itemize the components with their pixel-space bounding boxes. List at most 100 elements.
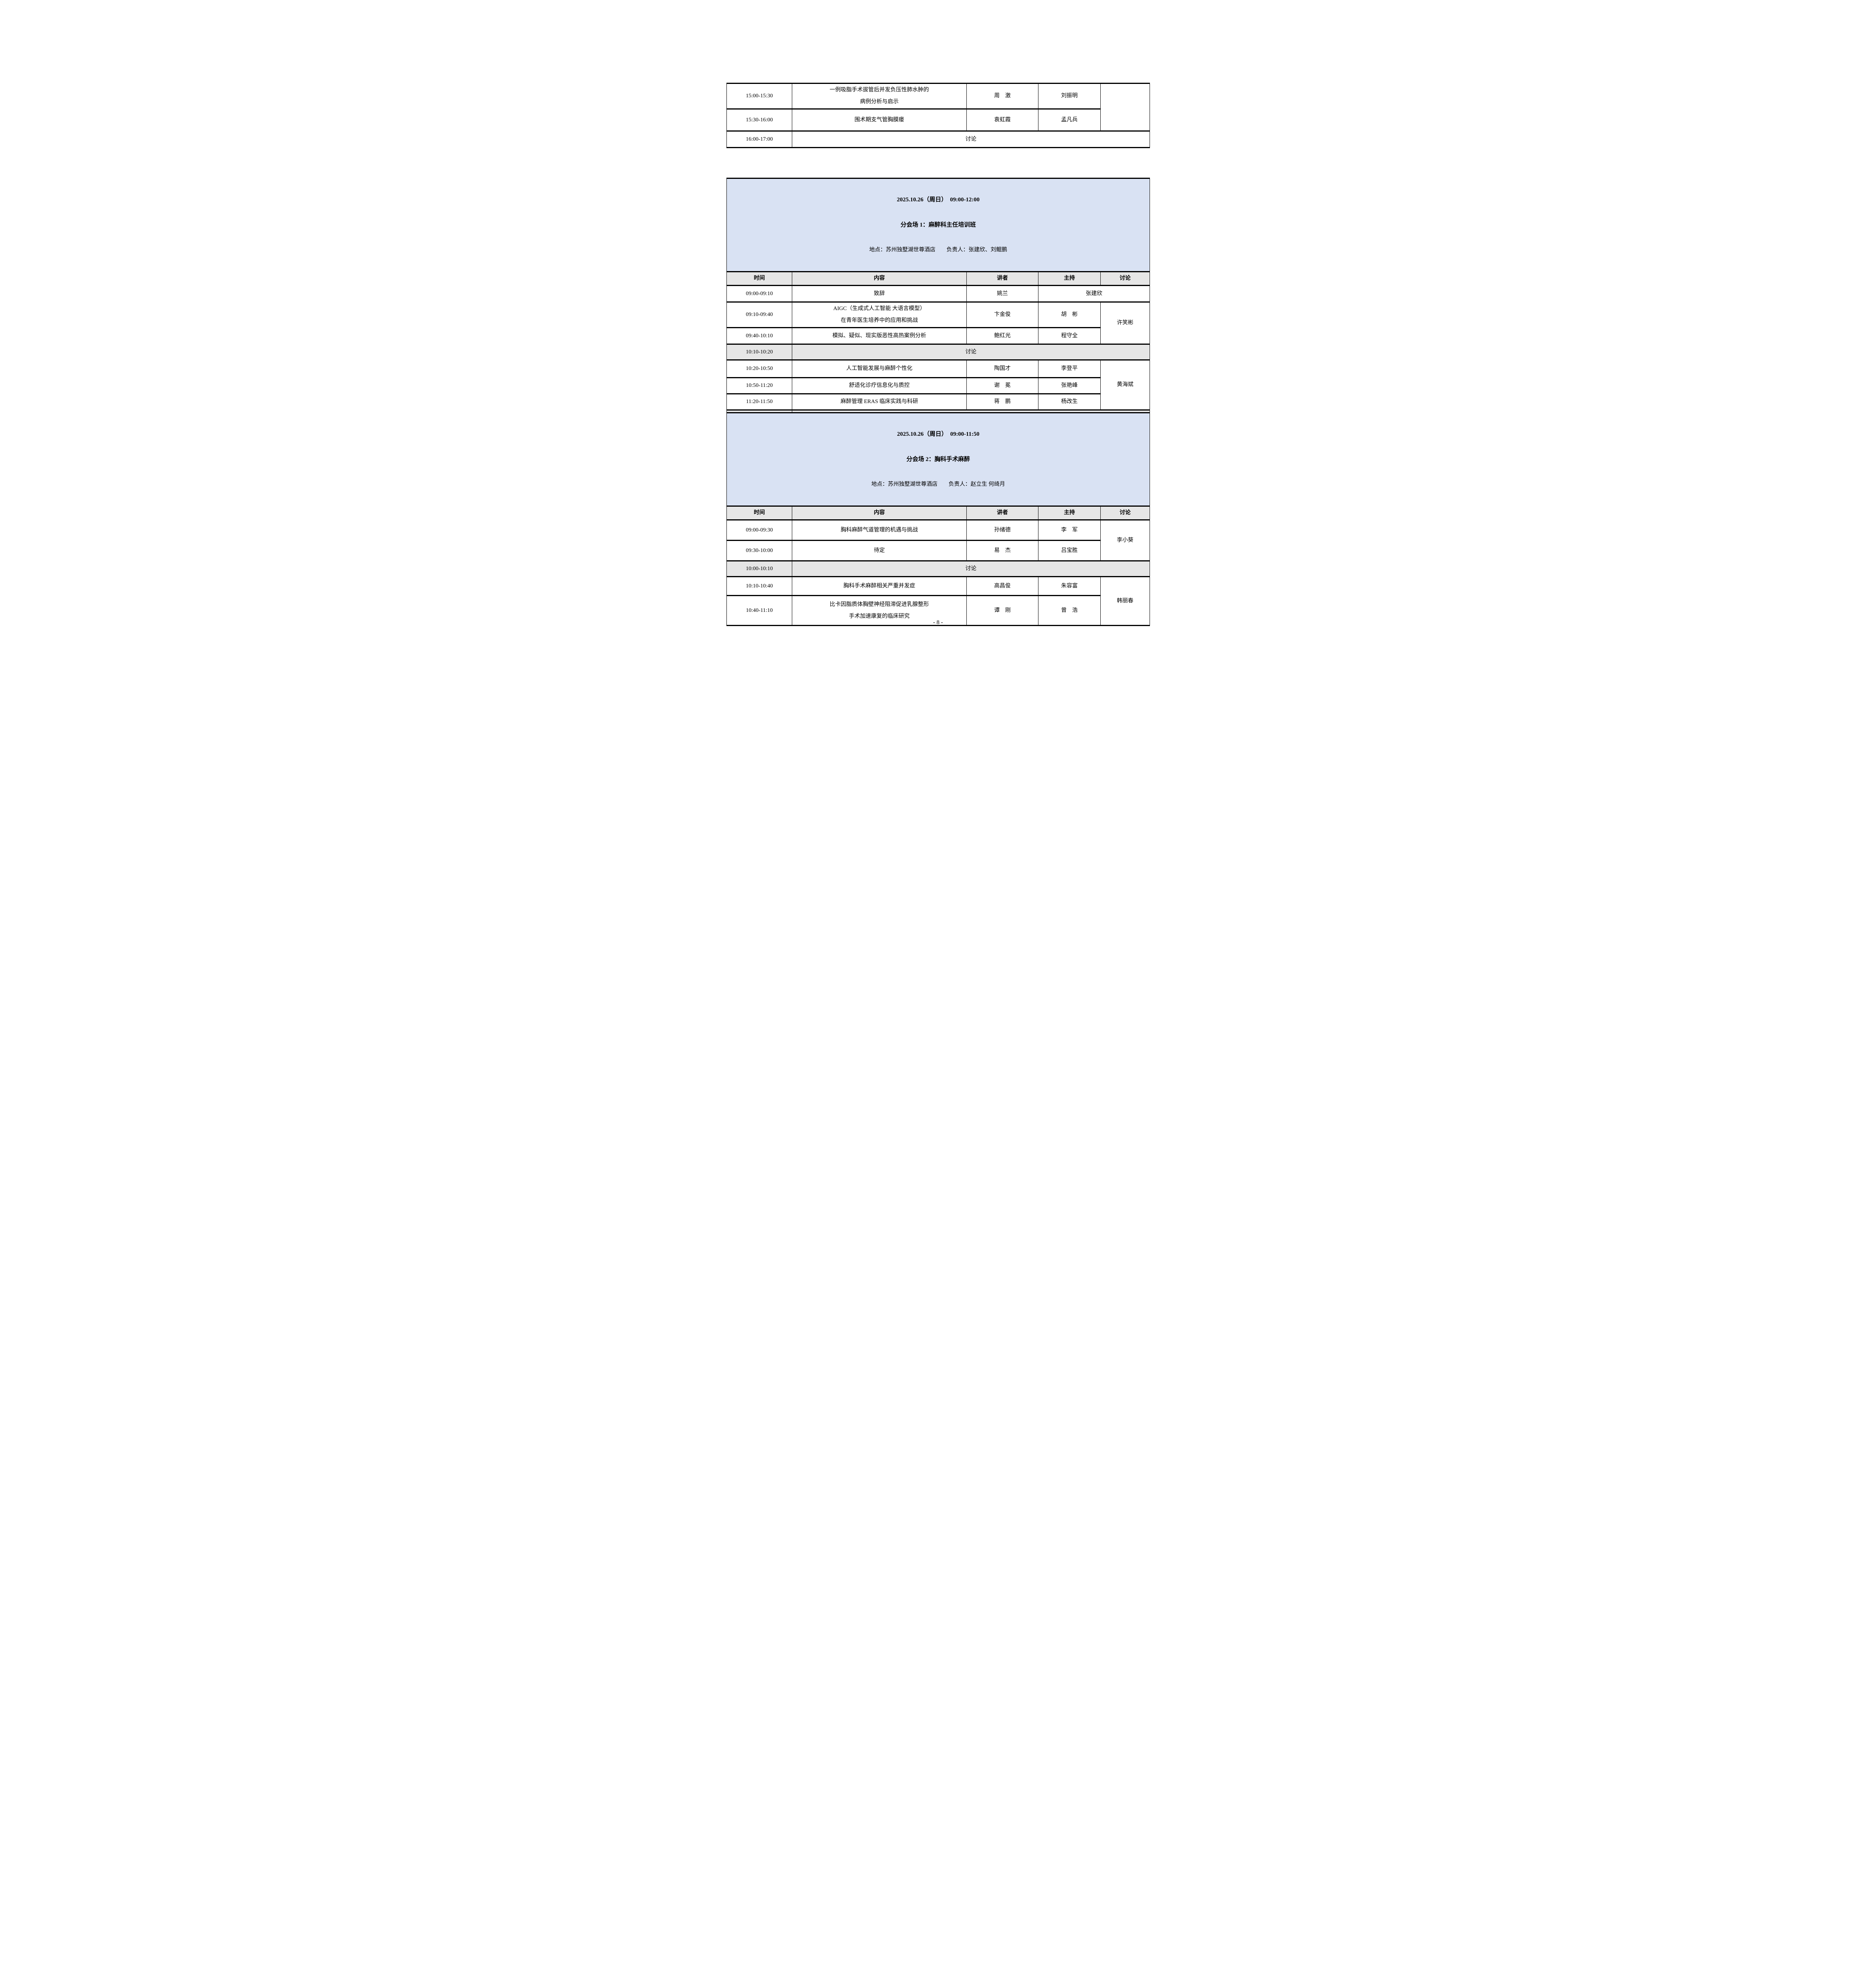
time-cell: 15:30-16:00: [726, 108, 792, 132]
col-header-time: 时间: [726, 506, 792, 520]
host-cell: 程守全: [1038, 327, 1101, 345]
host-cell: 李登平: [1038, 359, 1101, 378]
discussion-span-cell: 讨论: [792, 130, 1150, 148]
time-cell: 10:20-10:50: [726, 359, 792, 378]
content-cell: 麻醉管理 ERAS 临床实践与科研: [792, 393, 967, 411]
session2-banner: 2025.10.26（周日） 09:00-11:50 分会场 2：胸科手术麻醉 …: [726, 412, 1150, 507]
content-cell: 模拟、疑似、现实版恶性高热案例分析: [792, 327, 967, 345]
content-cell: 胸科麻醉气道管理的机遇与挑战: [792, 519, 967, 541]
table-row: 11:20-11:50 麻醉管理 ERAS 临床实践与科研 蒋 鹏 杨改生: [726, 393, 1150, 411]
host-cell: 吕宝胜: [1038, 540, 1101, 561]
col-header-discussion: 讨论: [1100, 506, 1150, 520]
content-cell: 一例吸脂手术拔管后并发负压性肺水肿的 病例分析与启示: [792, 83, 967, 110]
column-header-row: 时间 内容 讲者 主持 讨论: [726, 271, 1150, 286]
time-cell: 09:30-10:00: [726, 540, 792, 561]
col-header-content: 内容: [792, 271, 967, 286]
time-cell: 09:00-09:30: [726, 519, 792, 541]
table-row: 15:30-16:00 围术期支气管胸膜瘘 袁虹霞 孟凡兵: [726, 108, 1150, 132]
speaker-cell: 高昌俊: [966, 576, 1038, 596]
content-cell: 舒适化诊疗信息化与质控: [792, 377, 967, 394]
speaker-cell: 周 激: [966, 83, 1038, 110]
session-location-line: 地点：苏州独墅湖世尊酒店 负责人：张建欣、刘鲲鹏: [869, 247, 1007, 253]
host-cell: 孟凡兵: [1038, 108, 1101, 132]
col-header-time: 时间: [726, 271, 792, 286]
discussion-row: 10:10-10:20 讨论: [726, 344, 1150, 361]
table-row: 09:30-10:00 待定 易 杰 吕宝胜: [726, 540, 1150, 561]
table-row: 10:20-10:50 人工智能发展与麻醉个性化 陶国才 李登平 黄海斌: [726, 359, 1150, 411]
host-cell: 刘振明: [1038, 83, 1101, 110]
discussion-span-cell: 讨论: [791, 560, 1150, 577]
session1-table: 2025.10.26（周日） 09:00-12:00 分会场 1：麻醉科主任培训…: [726, 178, 1150, 427]
host-cell: 朱容富: [1038, 576, 1101, 596]
col-header-discussion: 讨论: [1100, 271, 1150, 286]
content-cell: 围术期支气管胸膜瘘: [792, 108, 967, 132]
speaker-cell: 孙绪德: [966, 519, 1038, 541]
table-row: 10:10-10:40 胸科手术麻醉相关严重并发症 高昌俊 朱容富 韩丽春: [726, 576, 1150, 626]
host-cell: 胡 彬: [1038, 301, 1101, 328]
time-cell: 10:10-10:40: [726, 576, 792, 596]
session-datetime: 2025.10.26（周日） 09:00-12:00: [897, 197, 980, 203]
content-cell: 待定: [792, 540, 967, 561]
speaker-cell: 陶国才: [966, 359, 1038, 378]
speaker-cell: 蒋 鹏: [966, 393, 1038, 411]
session-banner-cell: 2025.10.26（周日） 09:00-11:50 分会场 2：胸科手术麻醉 …: [726, 412, 1150, 507]
time-cell: 11:20-11:50: [726, 393, 792, 411]
time-cell: 10:40-11:10: [726, 595, 792, 626]
content-cell: AIGC（生成式人工智能 大语言模型） 在青年医生培养中的应用和挑战: [792, 301, 967, 328]
column-header-row: 时间 内容 讲者 主持 讨论: [726, 506, 1150, 520]
time-cell: 09:00-09:10: [726, 285, 792, 303]
host-cell: 曾 浩: [1038, 595, 1101, 626]
col-header-content: 内容: [792, 506, 967, 520]
host-span-cell: 张建欣: [1038, 285, 1150, 303]
discussion-row: 10:00-10:10 讨论: [726, 560, 1150, 577]
document-page: 15:00-15:30 一例吸脂手术拔管后并发负压性肺水肿的 病例分析与启示 周…: [704, 0, 1172, 663]
session-title: 分会场 2：胸科手术麻醉: [906, 456, 970, 463]
discussion-row: 16:00-17:00 讨论: [726, 130, 1150, 148]
table-row: 10:50-11:20 舒适化诊疗信息化与质控 谢 冕 张艳峰: [726, 377, 1150, 394]
col-header-speaker: 讲者: [966, 271, 1038, 286]
table-row: 09:40-10:10 模拟、疑似、现实版恶性高热案例分析 鲍红光 程守全: [726, 327, 1150, 345]
session-datetime: 2025.10.26（周日） 09:00-11:50: [897, 431, 980, 437]
speaker-cell: 卞金俊: [966, 301, 1038, 328]
host-cell: 张艳峰: [1038, 377, 1101, 394]
session2-table: 2025.10.26（周日） 09:00-11:50 分会场 2：胸科手术麻醉 …: [726, 412, 1150, 626]
content-cell: 比卡因脂质体胸壁神经阻滞促进乳腺整形 手术加速康复的临床研究: [792, 595, 967, 626]
col-header-speaker: 讲者: [966, 506, 1038, 520]
table-row: 09:10-09:40 AIGC（生成式人工智能 大语言模型） 在青年医生培养中…: [726, 301, 1150, 345]
col-header-host: 主持: [1038, 506, 1101, 520]
speaker-cell: 袁虹霞: [966, 108, 1038, 132]
content-cell: 胸科手术麻醉相关严重并发症: [792, 576, 967, 596]
speaker-cell: 易 杰: [966, 540, 1038, 561]
time-cell: 10:10-10:20: [726, 344, 792, 361]
table-row: 09:00-09:10 致辞 姚兰 张建欣: [726, 285, 1150, 303]
discussion-cell: 许笑彬: [1100, 301, 1150, 345]
table-row: 15:00-15:30 一例吸脂手术拔管后并发负压性肺水肿的 病例分析与启示 周…: [726, 83, 1150, 132]
discussion-cell: 韩丽春: [1100, 576, 1150, 626]
time-cell: 15:00-15:30: [726, 83, 792, 110]
session-location-line: 地点：苏州独墅湖世尊酒店 负责人：赵立生 何绮月: [871, 481, 1005, 487]
schedule-table-continued: 15:00-15:30 一例吸脂手术拔管后并发负压性肺水肿的 病例分析与启示 周…: [726, 83, 1150, 148]
discussion-cell: 李小葵: [1100, 519, 1150, 561]
session1-banner: 2025.10.26（周日） 09:00-12:00 分会场 1：麻醉科主任培训…: [726, 178, 1150, 272]
discussion-span-cell: 讨论: [791, 344, 1150, 361]
time-cell: 09:10-09:40: [726, 301, 792, 328]
time-cell: 09:40-10:10: [726, 327, 792, 345]
time-cell: 10:00-10:10: [726, 560, 792, 577]
content-cell: 致辞: [792, 285, 967, 303]
discussion-cell-empty: [1100, 83, 1150, 132]
speaker-cell: 姚兰: [966, 285, 1038, 303]
discussion-cell: 黄海斌: [1100, 359, 1150, 411]
content-cell: 人工智能发展与麻醉个性化: [792, 359, 967, 378]
time-cell: 10:50-11:20: [726, 377, 792, 394]
col-header-host: 主持: [1038, 271, 1101, 286]
host-cell: 杨改生: [1038, 393, 1101, 411]
time-cell: 16:00-17:00: [726, 130, 792, 148]
speaker-cell: 谢 冕: [966, 377, 1038, 394]
session-title: 分会场 1：麻醉科主任培训班: [900, 222, 976, 228]
table-row: 10:40-11:10 比卡因脂质体胸壁神经阻滞促进乳腺整形 手术加速康复的临床…: [726, 595, 1150, 626]
speaker-cell: 鲍红光: [966, 327, 1038, 345]
table-row: 09:00-09:30 胸科麻醉气道管理的机遇与挑战 孙绪德 李 军 李小葵: [726, 519, 1150, 561]
page-number: - 8 -: [933, 619, 943, 626]
speaker-cell: 谭 刚: [966, 595, 1038, 626]
host-cell: 李 军: [1038, 519, 1101, 541]
